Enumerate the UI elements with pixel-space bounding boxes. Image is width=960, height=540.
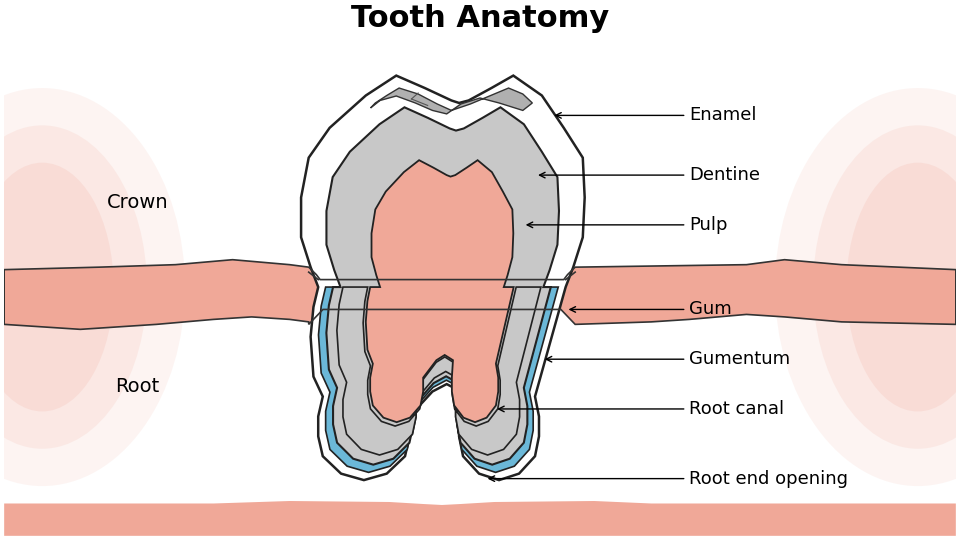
Polygon shape [4, 501, 956, 536]
Polygon shape [4, 260, 956, 329]
Text: Enamel: Enamel [556, 106, 756, 124]
Polygon shape [319, 287, 558, 472]
Ellipse shape [0, 88, 185, 486]
Text: Gum: Gum [570, 300, 732, 319]
Ellipse shape [0, 163, 113, 411]
Text: Dentine: Dentine [540, 166, 760, 184]
Text: Gumentum: Gumentum [546, 350, 790, 368]
Polygon shape [337, 287, 540, 455]
Title: Tooth Anatomy: Tooth Anatomy [350, 4, 610, 33]
Polygon shape [301, 76, 585, 480]
Ellipse shape [0, 125, 147, 449]
Ellipse shape [813, 125, 960, 449]
Polygon shape [326, 107, 559, 464]
Polygon shape [371, 88, 533, 114]
Ellipse shape [847, 163, 960, 411]
Ellipse shape [775, 88, 960, 486]
Text: Root canal: Root canal [498, 400, 784, 418]
Text: Root: Root [115, 377, 159, 396]
Polygon shape [366, 160, 514, 422]
Text: Root end opening: Root end opening [489, 470, 849, 488]
Text: Pulp: Pulp [527, 216, 728, 234]
Text: Crown: Crown [107, 193, 168, 212]
